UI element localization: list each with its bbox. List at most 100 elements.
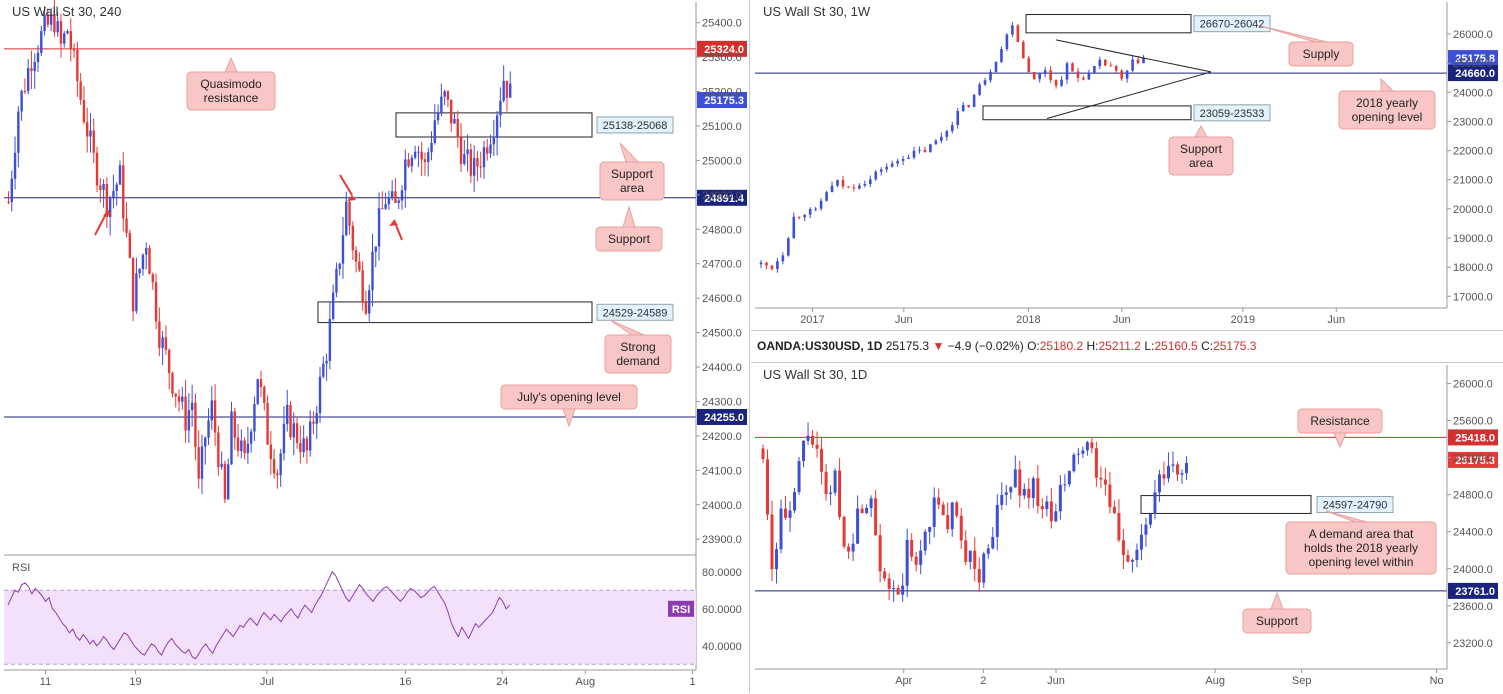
candle-body [914, 556, 918, 565]
candle-body [197, 447, 200, 479]
candle-body [885, 166, 888, 170]
candle-body [161, 337, 164, 348]
candle-body [331, 292, 335, 319]
h4-y-tick: 25100.0 [702, 121, 742, 133]
candle-body [1009, 487, 1013, 493]
daily-callout-support-text: Support [1256, 614, 1299, 628]
candle-body [779, 508, 783, 550]
candle-body [374, 246, 377, 252]
h4-chart[interactable]: 25324.0 25175.3 24891.4 24255.0 25138-25068 2… [0, 0, 749, 693]
candle-body [108, 197, 112, 218]
h4-callout-support-area-pointer [619, 142, 640, 163]
h4-zone-label: 24529-24589 [603, 307, 668, 319]
candle-body [824, 471, 828, 494]
candle-body [1063, 484, 1067, 486]
candle-body [901, 585, 905, 595]
candle-body [896, 588, 900, 595]
candle-body [1000, 494, 1004, 505]
candle-body [1142, 57, 1145, 64]
candle-body [929, 144, 932, 153]
candle-body [387, 197, 391, 205]
candle-body [459, 137, 463, 164]
candle-body [79, 81, 82, 100]
candle-body [874, 171, 878, 180]
candle-body [266, 402, 269, 445]
h4-y-tick: 25300.0 [702, 52, 742, 64]
daily-level-badge [1448, 582, 1498, 599]
candle-body [1121, 540, 1125, 555]
candle-body [259, 379, 263, 388]
candle-body [1072, 454, 1076, 472]
candle-body [973, 550, 977, 569]
weekly-callout-supply-pointer [1260, 25, 1328, 43]
weekly-y-tick: 23000.0 [1453, 116, 1493, 128]
candle-body [223, 463, 227, 500]
rsi-badge [668, 600, 694, 617]
daily-chart[interactable]: 25418.0 25175.3 23761.0 24597-24790 Resistan… [751, 363, 1503, 694]
candle-body [171, 373, 174, 394]
h4-callout-quasimodo-text: Quasimodo [200, 77, 262, 91]
candle-body [328, 318, 332, 361]
candle-body [879, 169, 883, 172]
daily-x-tick: No [1430, 675, 1444, 687]
candle-body [1175, 464, 1179, 475]
candle-body [982, 553, 986, 583]
candle-body [1018, 469, 1022, 496]
candle-body [220, 463, 223, 468]
h4-zone-label-box [596, 303, 674, 321]
h4-y-tick: 24500.0 [702, 328, 742, 340]
weekly-zone-label: 26670-26042 [1200, 19, 1265, 31]
h4-x-tick: 11 [40, 676, 51, 688]
candle-body [937, 497, 941, 505]
candle-body [940, 136, 943, 141]
h4-y-tick: 24900.0 [702, 190, 742, 202]
weekly-level-badge-text: 25175.8 [1455, 53, 1495, 65]
h4-y-tick: 24000.0 [702, 500, 742, 512]
h4-callout-quasimodo-text: resistance [204, 91, 259, 105]
candle-body [1184, 463, 1188, 474]
candle-body [505, 80, 509, 98]
h4-callout-support-text: Support [608, 232, 651, 246]
candle-body [410, 157, 414, 167]
daily-x-tick: Apr [895, 675, 912, 687]
candle-body [236, 437, 240, 452]
candle-body [829, 492, 833, 494]
weekly-title: US Wall St 30, 1W [763, 4, 871, 19]
candle-body [887, 578, 891, 589]
candle-body [1085, 442, 1089, 451]
weekly-chart[interactable]: 25175.8 24660.0 26670-26042 23059-23533 Supp… [751, 0, 1503, 330]
candle-body [279, 453, 282, 476]
rsi-y-tick: 60.0000 [702, 604, 742, 616]
candle-body [851, 543, 855, 552]
candle-body [1013, 469, 1017, 488]
h4-x-tick: Jul [260, 676, 274, 688]
candle-body [919, 550, 923, 565]
weekly-y-tick: 21000.0 [1453, 175, 1493, 187]
daily-callout-resistance-pointer [1333, 432, 1347, 449]
candle-body [968, 550, 972, 562]
candle-body [1043, 70, 1047, 74]
h4-callout-strong-demand-text: Strong [620, 340, 655, 354]
weekly-chart-panel[interactable]: 25175.8 24660.0 26670-26042 23059-23533 Supp… [751, 0, 1503, 331]
candle-body [282, 423, 286, 454]
candle-body [865, 507, 869, 513]
h4-callout-support-area-text: Support [611, 167, 654, 181]
candle-body [775, 549, 779, 570]
rsi-line [7, 570, 510, 660]
candle-body [766, 459, 770, 515]
candle-body [1103, 479, 1107, 485]
candle-body [351, 225, 355, 251]
h4-level-badge [697, 408, 747, 425]
candle-body [295, 423, 299, 443]
candle-body [7, 201, 10, 203]
candle-body [502, 80, 505, 101]
h4-zone-label-box [596, 116, 674, 134]
low-value: 25160.5 [1154, 339, 1198, 353]
candle-body [858, 185, 861, 189]
h4-y-tick: 25200.0 [702, 87, 742, 99]
daily-chart-panel[interactable]: 25418.0 25175.3 23761.0 24597-24790 Resistan… [751, 362, 1503, 694]
h4-chart-panel[interactable]: 25324.0 25175.3 24891.4 24255.0 25138-25068 2… [0, 0, 750, 693]
candle-body [978, 84, 981, 95]
weekly-zone-label: 23059-23533 [1200, 108, 1265, 120]
candle-body [413, 151, 417, 158]
